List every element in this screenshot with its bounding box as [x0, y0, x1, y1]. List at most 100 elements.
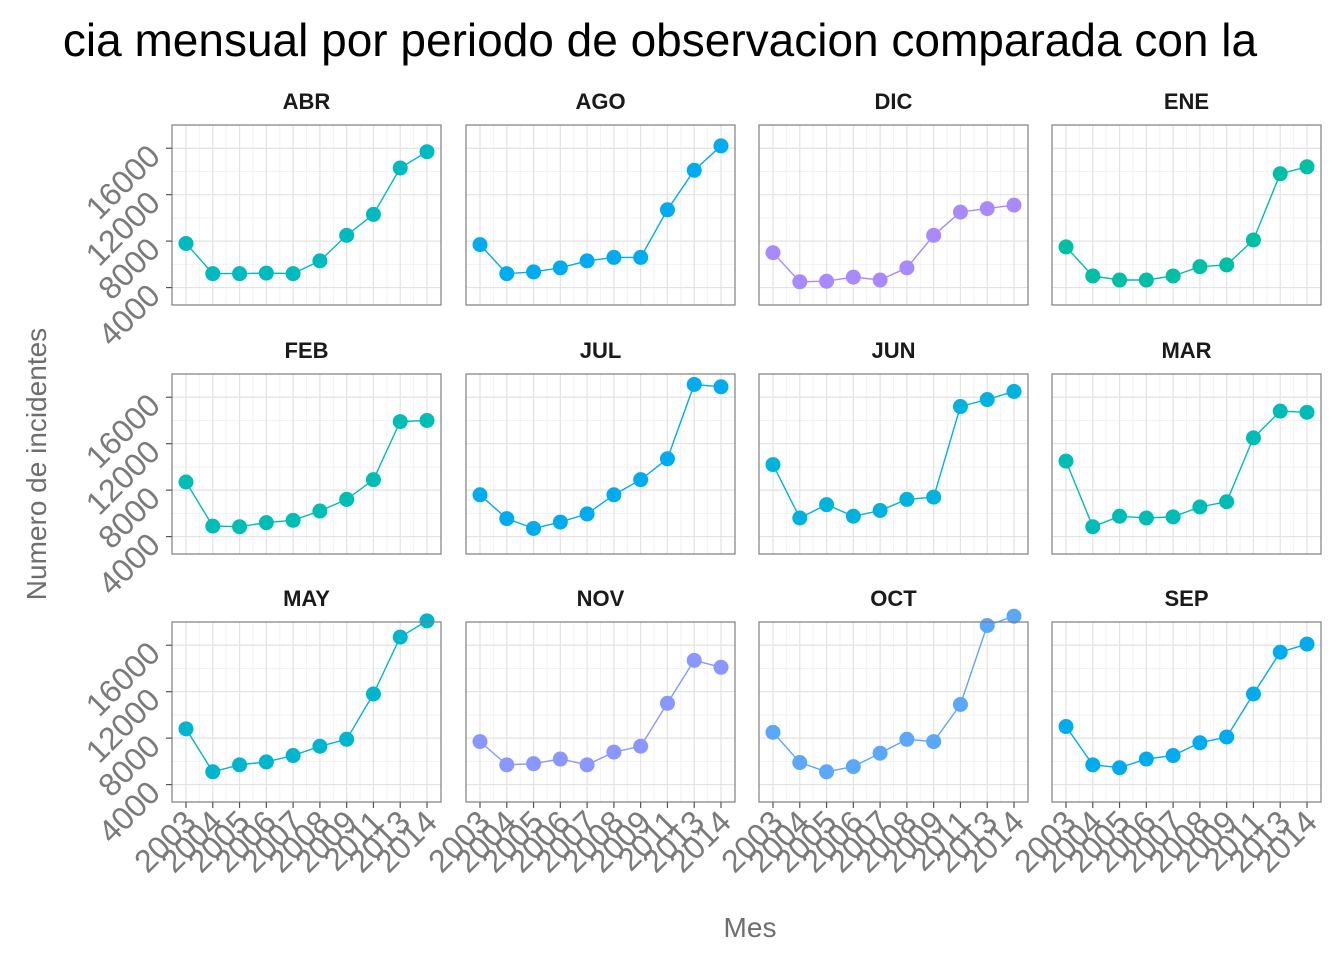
data-point — [1006, 197, 1022, 213]
data-point — [792, 510, 808, 526]
data-point — [232, 519, 248, 535]
data-point — [952, 696, 968, 712]
data-point — [472, 487, 488, 503]
data-point — [472, 237, 488, 253]
data-point — [552, 751, 568, 767]
panel-sep: SEP2003200420052006200720082009201120132… — [1007, 586, 1324, 879]
data-point — [713, 138, 729, 154]
data-point — [845, 269, 861, 285]
strip-label-jul: JUL — [580, 338, 622, 363]
data-point — [365, 686, 381, 702]
data-point — [1085, 268, 1101, 284]
data-point — [979, 392, 995, 408]
data-point — [205, 764, 221, 780]
data-point — [365, 206, 381, 222]
data-point — [845, 508, 861, 524]
data-point — [258, 515, 274, 531]
data-point — [792, 755, 808, 771]
data-point — [1165, 509, 1181, 525]
data-point — [285, 266, 301, 282]
data-point — [285, 512, 301, 528]
data-point — [1006, 608, 1022, 624]
data-point — [952, 399, 968, 415]
data-point — [926, 489, 942, 505]
data-point — [419, 412, 435, 428]
data-point — [526, 756, 542, 772]
data-point — [579, 757, 595, 773]
series-line-nov — [479, 659, 722, 766]
panel-border — [758, 373, 1029, 555]
data-point — [686, 162, 702, 178]
data-point — [633, 738, 649, 754]
data-point — [606, 744, 622, 760]
data-point — [633, 249, 649, 265]
data-point — [1192, 499, 1208, 515]
data-point — [472, 734, 488, 750]
data-point — [1299, 404, 1315, 420]
data-point — [365, 472, 381, 488]
data-point — [339, 491, 355, 507]
data-point — [765, 457, 781, 473]
panel-border — [171, 373, 442, 555]
data-point — [258, 754, 274, 770]
series-line-dic — [772, 204, 1015, 283]
data-point — [285, 748, 301, 764]
strip-label-ago: AGO — [575, 89, 625, 114]
data-point — [339, 227, 355, 243]
series-line-mar — [1065, 410, 1308, 528]
panel-jul: JUL — [465, 338, 736, 555]
strip-label-ene: ENE — [1164, 89, 1209, 114]
data-point — [1219, 729, 1235, 745]
data-point — [1112, 760, 1128, 776]
data-point — [872, 745, 888, 761]
data-point — [499, 266, 515, 282]
data-point — [232, 757, 248, 773]
data-point — [633, 472, 649, 488]
data-point — [1165, 748, 1181, 764]
data-point — [606, 249, 622, 265]
data-point — [579, 253, 595, 269]
data-point — [312, 738, 328, 754]
strip-label-oct: OCT — [870, 586, 917, 611]
data-point — [1165, 268, 1181, 284]
data-point — [659, 695, 675, 711]
data-point — [1006, 383, 1022, 399]
strip-label-sep: SEP — [1164, 586, 1208, 611]
data-point — [1299, 159, 1315, 175]
data-point — [1058, 239, 1074, 255]
data-point — [659, 202, 675, 218]
series-line-oct — [772, 615, 1015, 773]
data-point — [765, 245, 781, 261]
panel-border — [758, 124, 1029, 306]
strip-label-abr: ABR — [283, 89, 331, 114]
data-point — [819, 273, 835, 289]
data-point — [686, 652, 702, 668]
data-point — [606, 487, 622, 503]
data-point — [819, 497, 835, 513]
chart-title: cia mensual por periodo de observacion c… — [63, 14, 1258, 66]
panel-ene: ENE — [1051, 89, 1322, 306]
data-point — [659, 451, 675, 467]
data-point — [1058, 453, 1074, 469]
data-point — [686, 376, 702, 392]
data-point — [1272, 403, 1288, 419]
data-point — [926, 734, 942, 750]
data-point — [392, 160, 408, 176]
data-point — [1192, 735, 1208, 751]
data-point — [1085, 519, 1101, 535]
data-point — [952, 204, 968, 220]
data-point — [1272, 644, 1288, 660]
strip-label-dic: DIC — [875, 89, 913, 114]
series-line-jul — [479, 383, 722, 530]
data-point — [1219, 494, 1235, 510]
data-point — [178, 721, 194, 737]
series-line-jun — [772, 390, 1015, 519]
data-point — [392, 414, 408, 430]
data-point — [1058, 719, 1074, 735]
series-line-may — [185, 620, 428, 773]
data-point — [552, 260, 568, 276]
data-point — [312, 503, 328, 519]
